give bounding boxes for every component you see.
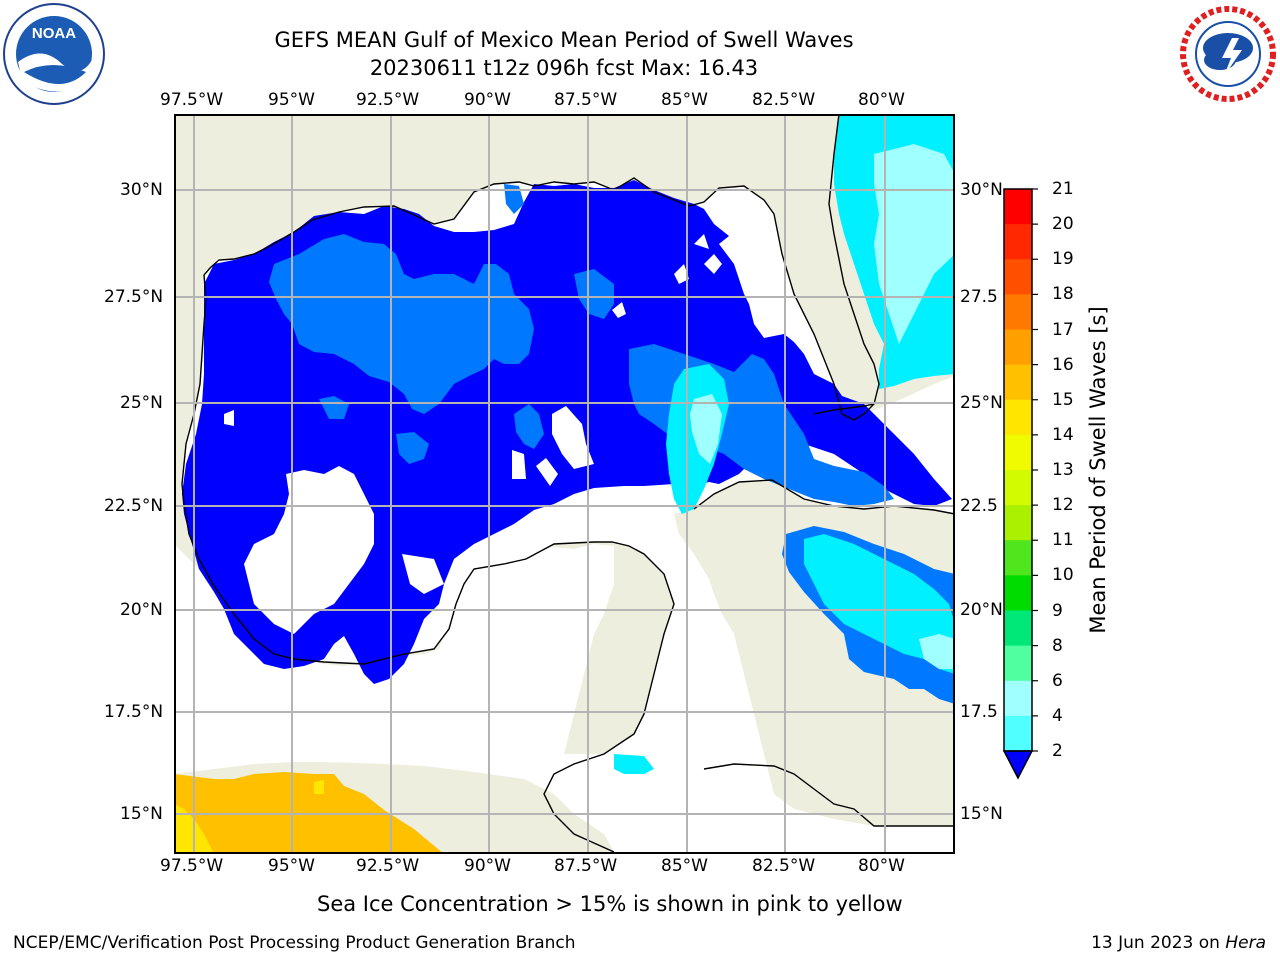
- colorbar-tick-label: 14: [1052, 424, 1074, 445]
- lon-label-bottom: 85°W: [661, 856, 708, 876]
- swell-8-9s: [690, 394, 722, 464]
- lon-label-bottom: 90°W: [464, 856, 511, 876]
- lat-label-left: 25°N: [120, 393, 163, 413]
- colorbar-tick-label: 17: [1052, 319, 1074, 340]
- colorbar-tick-label: 15: [1052, 389, 1074, 410]
- lon-label-top: 90°W: [464, 90, 511, 110]
- lat-label-right: 30°N: [960, 180, 1003, 200]
- footer-host: Hera: [1225, 933, 1266, 953]
- lon-label-top: 97.5°W: [160, 90, 224, 110]
- colorbar-tick-label: 11: [1052, 530, 1074, 551]
- lon-label-top: 87.5°W: [554, 90, 618, 110]
- lon-label-top: 92.5°W: [356, 90, 420, 110]
- chart-subtitle: 20230611 t12z 096h fcst Max: 16.43: [369, 56, 759, 80]
- lat-label-left: 30°N: [120, 180, 163, 200]
- colorbar-tick-label: 12: [1052, 495, 1074, 516]
- colorbar-tick-label: 4: [1052, 705, 1063, 726]
- lon-label-bottom: 92.5°W: [356, 856, 420, 876]
- footer-date-text: 13 Jun 2023 on: [1091, 933, 1226, 953]
- colorbar-segment: [1004, 364, 1032, 401]
- footer-date: 13 Jun 2023 on Hera: [1091, 933, 1266, 953]
- colorbar-tick-label: 16: [1052, 354, 1074, 375]
- colorbar-segment: [1004, 434, 1032, 471]
- lat-label-left: 15°N: [120, 804, 163, 824]
- sea-ice-caption: Sea Ice Concentration > 15% is shown in …: [317, 892, 903, 916]
- colorbar-segment: [1004, 259, 1032, 295]
- colorbar-segment: [1004, 470, 1032, 506]
- nws-logo: [1176, 2, 1280, 106]
- lat-label-right: 25°N: [960, 393, 1003, 413]
- lat-label-right: 15°N: [960, 804, 1003, 824]
- lat-label-left: 17.5°N: [104, 702, 164, 722]
- lat-label-left: 22.5°N: [104, 496, 164, 516]
- colorbar-segment: [1004, 540, 1032, 576]
- map-frame: [174, 114, 955, 854]
- swell-4-6s: [269, 234, 534, 414]
- lon-label-top: 82.5°W: [752, 90, 816, 110]
- noaa-logo-text: NOAA: [32, 25, 76, 42]
- colorbar-segment: [1004, 680, 1032, 717]
- lon-label-bottom: 87.5°W: [554, 856, 618, 876]
- colorbar-tick-label: 13: [1052, 460, 1074, 480]
- colorbar-segment: [1004, 294, 1032, 331]
- colorbar-segment: [1004, 329, 1032, 366]
- colorbar: [1002, 188, 1038, 780]
- colorbar-extend-arrow: [1002, 750, 1034, 780]
- colorbar-segment: [1004, 224, 1032, 260]
- lat-label-right: 27.5: [960, 287, 998, 307]
- colorbar-segment: [1004, 189, 1032, 225]
- colorbar-segment: [1004, 715, 1032, 752]
- lon-label-bottom: 97.5°W: [160, 856, 224, 876]
- lon-label-top: 80°W: [858, 90, 905, 110]
- colorbar-segment: [1004, 645, 1032, 682]
- colorbar-segment: [1004, 575, 1032, 612]
- lon-label-bottom: 80°W: [858, 856, 905, 876]
- colorbar-segment: [1004, 399, 1032, 436]
- coastline: [203, 114, 880, 421]
- chart-title: GEFS MEAN Gulf of Mexico Mean Period of …: [274, 28, 854, 52]
- graticule: [174, 114, 955, 854]
- colorbar-title: Mean Period of Swell Waves [s]: [1086, 306, 1110, 634]
- lon-label-top: 95°W: [268, 90, 315, 110]
- colorbar-tick-label: 10: [1052, 565, 1074, 586]
- lat-label-right: 17.5: [960, 702, 998, 722]
- colorbar-tick-label: 8: [1052, 635, 1063, 656]
- colorbar-segment: [1004, 505, 1032, 541]
- lon-label-top: 85°W: [661, 90, 708, 110]
- colorbar-tick-label: 9: [1052, 600, 1063, 621]
- colorbar-tick-label: 2: [1052, 741, 1063, 761]
- footer-credit: NCEP/EMC/Verification Post Processing Pr…: [13, 933, 576, 953]
- colorbar-segment: [1004, 610, 1032, 647]
- colorbar-tick-label: 20: [1052, 214, 1074, 235]
- lat-label-right: 20°N: [960, 600, 1003, 620]
- colorbar-tick-label: 19: [1052, 249, 1074, 270]
- colorbar-tick-label: 6: [1052, 670, 1063, 691]
- colorbar-tick-label: 18: [1052, 284, 1074, 305]
- map-canvas: [174, 114, 955, 854]
- lon-label-bottom: 95°W: [268, 856, 315, 876]
- colorbar-tick-label: 21: [1052, 179, 1074, 199]
- lon-label-bottom: 82.5°W: [752, 856, 816, 876]
- lat-label-left: 27.5°N: [104, 287, 164, 307]
- lat-label-left: 20°N: [120, 600, 163, 620]
- noaa-logo: NOAA: [2, 2, 106, 106]
- lat-label-right: 22.5: [960, 496, 998, 516]
